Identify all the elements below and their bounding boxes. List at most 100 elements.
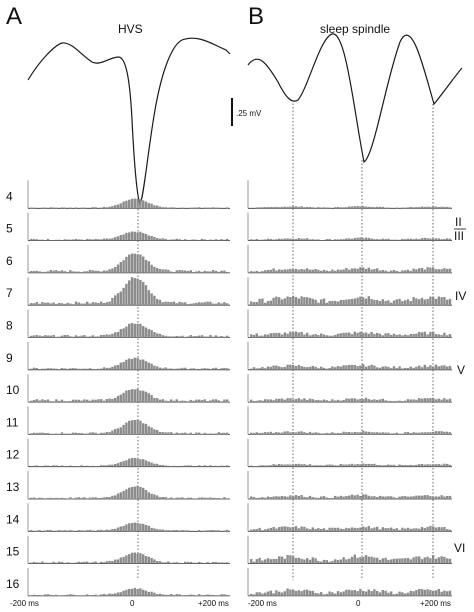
histogram-bar [52,498,55,499]
histogram-bar [220,303,223,306]
histogram-bar [278,432,281,435]
histogram-bar [317,593,320,596]
histogram-bar [278,207,281,209]
histogram-bar [415,495,418,499]
histogram-bar [331,592,334,596]
histogram-bar [426,238,429,241]
histogram-bar [130,552,134,564]
histogram-bar [300,591,303,596]
histogram-bar [328,207,331,209]
histogram-bar [186,497,190,499]
histogram-bar [370,332,373,338]
histogram-bar [261,335,264,338]
histogram-bar [334,207,337,209]
histogram-bar [83,530,86,532]
histogram-bar [412,399,415,403]
histogram-bar [97,562,100,564]
histogram-bar [292,269,295,273]
histogram-bar [404,300,407,306]
histogram-bar [178,336,181,338]
histogram-bar [269,399,272,403]
histogram-bar [77,336,80,338]
histogram-bar [38,562,41,564]
histogram-bar [83,207,86,209]
histogram-bar [311,432,314,435]
histogram-bar [356,366,359,370]
histogram-bar [300,464,303,467]
histogram-bar [214,270,218,273]
histogram-bar [102,497,106,499]
histogram-bar [30,433,33,435]
histogram-bar [214,562,218,564]
histogram-bar [440,431,443,435]
histogram-bar [206,433,209,435]
histogram-bar [325,239,328,241]
histogram-bar [395,593,398,596]
histogram-bar [139,359,142,370]
histogram-bar [153,295,156,306]
histogram-bar [206,401,209,403]
histogram-bar [353,527,356,532]
histogram-bar [420,495,424,499]
histogram-bar [409,433,412,435]
histogram-bar [345,299,348,306]
histogram-bar [308,398,312,403]
histogram-bar [114,495,117,499]
histogram-bar [339,528,342,532]
histogram-bar [269,207,272,209]
histogram-bar [381,238,384,241]
histogram-bar [420,589,424,596]
histogram-bar [350,432,354,435]
histogram-bar [306,432,309,435]
histogram-bar [328,400,331,403]
histogram-bar [94,302,97,306]
histogram-bar [158,399,162,403]
histogram-bar [181,207,184,209]
histogram-bar [334,593,337,596]
histogram-bar [206,336,209,338]
histogram-bar [119,262,122,273]
histogram-bar [384,496,387,499]
histogram-bar [314,239,317,241]
histogram-bar [139,486,142,499]
histogram-bar [376,367,379,370]
histogram-bar [432,590,435,596]
histogram-bar [206,271,209,273]
histogram-bar [418,556,421,564]
histogram-bar [264,592,267,596]
histogram-bar [294,590,298,596]
histogram-bar [373,463,376,467]
histogram-bar [280,496,284,499]
histogram-bar [86,465,89,467]
histogram-bar [114,237,117,241]
histogram-bar [41,239,44,241]
histogram-bar [325,302,328,306]
histogram-bar [294,206,298,209]
histogram-bar [209,562,212,564]
histogram-bar [334,495,337,499]
histogram-bar [250,399,253,403]
histogram-bar [38,335,41,338]
histogram-bar [440,591,443,596]
histogram-bar [342,207,345,209]
histogram-bar [356,591,359,596]
histogram-bar [175,399,178,403]
histogram-bar [306,528,309,532]
histogram-bar [350,527,354,532]
histogram-bar [364,298,368,306]
histogram-bar [181,595,184,596]
histogram-bar [114,267,117,273]
histogram-bar [116,365,120,370]
histogram-bar [432,432,435,435]
histogram-bar [322,367,326,370]
histogram-bar [139,279,142,306]
histogram-bar [350,298,354,306]
histogram-bar [283,526,286,532]
histogram-bar [189,335,192,338]
histogram-bar [80,433,83,435]
histogram-bar [214,303,218,306]
histogram-bar [409,334,412,338]
histogram-bar [49,335,52,338]
histogram-bar [161,465,164,467]
